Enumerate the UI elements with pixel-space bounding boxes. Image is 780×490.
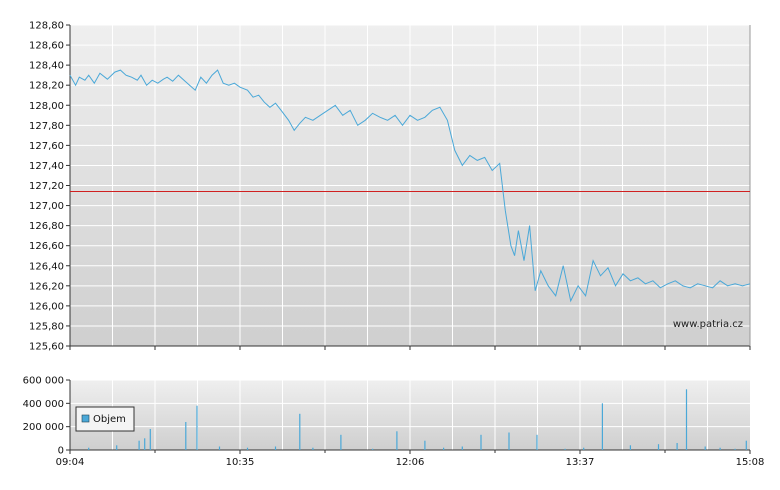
- price-y-tick-label: 127,80: [29, 121, 64, 132]
- price-y-tick-label: 125,80: [29, 321, 64, 332]
- volume-bar: [480, 434, 482, 450]
- legend-swatch: [81, 414, 90, 423]
- volume-bar: [719, 447, 721, 450]
- price-y-tick-label: 127,60: [29, 141, 64, 152]
- volume-bar: [274, 446, 277, 450]
- volume-bar: [138, 440, 140, 450]
- x-tick-label: 10:35: [226, 457, 255, 468]
- volume-bar: [536, 434, 538, 450]
- price-y-ticks: 125,60 125,80 126,00 126,20 126,40 126,60 126,…: [29, 21, 70, 353]
- price-x-tick-marks: [69, 346, 751, 350]
- volume-y-ticks: 0 200 000 400 000 600 000: [23, 376, 70, 457]
- volume-bar: [676, 443, 678, 450]
- volume-bar: [299, 413, 301, 450]
- legend-label: Objem: [93, 414, 126, 425]
- volume-bar: [116, 445, 118, 450]
- volume-bar: [685, 389, 688, 450]
- volume-bar: [149, 429, 151, 450]
- x-tick-label: 09:04: [56, 457, 85, 468]
- volume-y-tick-label: 600 000: [23, 376, 64, 387]
- price-y-tick-label: 128,00: [29, 101, 64, 112]
- volume-bar: [564, 448, 566, 450]
- volume-bar: [508, 432, 510, 450]
- volume-bar: [246, 447, 249, 450]
- price-y-tick-label: 128,60: [29, 41, 64, 52]
- price-y-tick-label: 128,80: [29, 21, 64, 32]
- price-y-tick-label: 126,60: [29, 241, 64, 252]
- price-y-tick-label: 126,40: [29, 261, 64, 272]
- volume-bar: [629, 445, 631, 450]
- volume-y-tick-label: 0: [58, 446, 64, 457]
- volume-bar: [657, 444, 660, 450]
- x-tick-label: 12:06: [396, 457, 425, 468]
- price-y-tick-label: 127,00: [29, 201, 64, 212]
- price-panel: 125,60 125,80 126,00 126,20 126,40 126,60 126,…: [29, 21, 751, 353]
- volume-bar: [396, 431, 398, 450]
- volume-grid: [69, 379, 750, 451]
- price-y-tick-label: 126,20: [29, 281, 64, 292]
- volume-bar: [704, 446, 706, 450]
- volume-bar: [443, 447, 445, 450]
- price-y-tick-label: 127,20: [29, 181, 64, 192]
- volume-bar: [218, 446, 221, 450]
- volume-y-tick-label: 400 000: [23, 399, 64, 410]
- price-y-tick-label: 128,20: [29, 81, 64, 92]
- price-y-tick-label: 126,00: [29, 301, 64, 312]
- volume-bar: [88, 447, 90, 450]
- x-tick-label: 13:37: [566, 457, 595, 468]
- volume-bar: [583, 447, 585, 450]
- x-tick-label: 15:08: [736, 457, 765, 468]
- volume-legend: Objem: [75, 406, 135, 432]
- volume-bar: [340, 434, 342, 450]
- volume-bars: [88, 389, 747, 450]
- volume-y-tick-label: 200 000: [23, 422, 64, 433]
- price-y-tick-label: 126,80: [29, 221, 64, 232]
- volume-bar: [185, 422, 187, 450]
- volume-bar: [734, 448, 736, 450]
- volume-bar: [745, 440, 747, 450]
- price-grid: [69, 24, 751, 347]
- price-y-tick-label: 128,40: [29, 61, 64, 72]
- price-series-line: [69, 69, 751, 303]
- volume-bar: [196, 405, 198, 450]
- volume-bar: [424, 440, 426, 450]
- volume-bar: [601, 403, 603, 450]
- volume-bar: [461, 446, 463, 450]
- watermark-text: www.patria.cz: [673, 319, 743, 330]
- price-y-tick-label: 127,40: [29, 161, 64, 172]
- volume-bar: [312, 447, 314, 450]
- price-y-tick-label: 125,60: [29, 342, 64, 353]
- volume-panel: 0 200 000 400 000 600 000 09:04 10:35 12:06 13…: [23, 376, 765, 469]
- volume-bar: [144, 438, 146, 450]
- volume-bar: [372, 448, 374, 450]
- volume-x-ticks: 09:04 10:35 12:06 13:37 15:08: [56, 450, 765, 468]
